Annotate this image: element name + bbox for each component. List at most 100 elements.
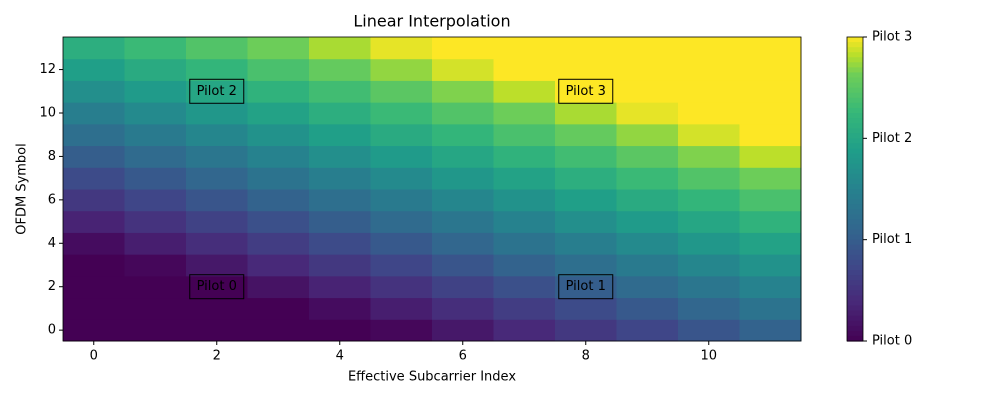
heatmap-cell (739, 275, 802, 299)
heatmap-cell (186, 37, 248, 60)
colorbar-segment (847, 178, 863, 185)
heatmap-cell (432, 58, 494, 81)
annotation: Pilot 1 (566, 279, 606, 294)
colorbar-segment (847, 270, 863, 276)
heatmap-cell (186, 275, 248, 299)
annotation-box (558, 78, 614, 104)
colorbar-segment (847, 123, 863, 129)
heatmap-cell (739, 232, 802, 255)
heatmap-cell (124, 58, 187, 81)
x-tick-label: 8 (582, 349, 590, 364)
heatmap-cell (309, 275, 371, 299)
colorbar-segment (847, 77, 863, 84)
colorbar-frame (846, 36, 864, 342)
heatmap-cell (555, 254, 617, 277)
heatmap-cell (493, 189, 556, 212)
heatmap-cell (432, 319, 494, 342)
heatmap-cell (309, 210, 371, 233)
heatmap-cell (678, 297, 740, 320)
heatmap-cell (247, 80, 310, 103)
heatmap-cell (493, 232, 556, 255)
colorbar-tick-label: Pilot 2 (872, 131, 912, 146)
heatmap-cell (616, 319, 679, 342)
colorbar-segment (847, 42, 863, 48)
y-tick-label: 12 (39, 62, 56, 77)
heatmap-cell (186, 167, 248, 190)
colorbar-segment (847, 102, 863, 109)
heatmap-cell (247, 210, 310, 233)
colorbar-segment (847, 158, 863, 165)
heatmap-cell (63, 58, 125, 81)
annotation: Pilot 2 (197, 84, 237, 99)
heatmap-cell (370, 167, 433, 190)
x-axis-label: Effective Subcarrier Index (348, 370, 516, 385)
colorbar-segment (847, 97, 863, 104)
heatmap-cell (616, 275, 679, 299)
heatmap-cell (555, 275, 617, 299)
heatmap-cell (124, 189, 187, 212)
colorbar-segment (847, 315, 863, 322)
y-axis-label: OFDM Symbol (15, 143, 30, 235)
colorbar-segment (847, 113, 863, 119)
annotation-box (189, 274, 245, 300)
y-tick-label: 6 (48, 192, 56, 207)
heatmap-cell (186, 102, 248, 125)
colorbar-segment (847, 209, 863, 215)
heatmap-cell (616, 189, 679, 212)
x-tick-label: 10 (700, 349, 717, 364)
heatmap-cell (739, 37, 802, 60)
heatmap-cell (124, 319, 187, 342)
heatmap-cell (555, 102, 617, 125)
heatmap-cell (432, 102, 494, 125)
colorbar-segment (847, 244, 863, 251)
heatmap-cell (247, 37, 310, 60)
annotation-box (558, 274, 614, 300)
chart-title: Linear Interpolation (353, 12, 510, 31)
heatmap-cell (370, 80, 433, 103)
colorbar-segment (847, 62, 863, 68)
heatmap-cell (370, 37, 433, 60)
heatmap-cell (739, 254, 802, 277)
heatmap-cell (432, 167, 494, 190)
colorbar-segment (847, 234, 863, 241)
heatmap-cell (309, 80, 371, 103)
heatmap-cell (370, 275, 433, 299)
colorbar-segment (847, 189, 863, 195)
heatmap-cell (124, 275, 187, 299)
heatmap-cell (63, 232, 125, 255)
heatmap-cell (186, 319, 248, 342)
heatmap-cell (432, 297, 494, 320)
heatmap-cell (63, 167, 125, 190)
colorbar-segment (847, 72, 863, 79)
plot-frame (62, 36, 802, 342)
colorbar-segment (847, 87, 863, 94)
heatmap-cell (247, 102, 310, 125)
heatmap-cell (432, 254, 494, 277)
colorbar-segment (847, 168, 863, 175)
colorbar-tick-label: Pilot 3 (872, 30, 912, 45)
colorbar-segment (847, 325, 863, 332)
heatmap-cell (63, 275, 125, 299)
colorbar-segment (847, 148, 863, 155)
y-tick-label: 4 (48, 236, 56, 251)
heatmap-cell (678, 319, 740, 342)
heatmap-cell (370, 123, 433, 147)
heatmap-cell (309, 123, 371, 147)
colorbar-segment (847, 330, 863, 337)
heatmap-cell (432, 189, 494, 212)
annotation: Pilot 0 (197, 279, 237, 294)
heatmap-cell (63, 102, 125, 125)
heatmap-cell (63, 297, 125, 320)
colorbar-tick-label: Pilot 0 (872, 334, 912, 349)
heatmap-cell (678, 189, 740, 212)
colorbar-segment (847, 335, 863, 342)
heatmap-cell (616, 232, 679, 255)
colorbar-segment (847, 133, 863, 139)
heatmap-cell (493, 58, 556, 81)
heatmap-cell (247, 58, 310, 81)
heatmap-cell (493, 167, 556, 190)
heatmap-cell (309, 232, 371, 255)
x-tick-label: 0 (90, 349, 98, 364)
heatmap-cell (555, 58, 617, 81)
heatmap-cell (309, 102, 371, 125)
